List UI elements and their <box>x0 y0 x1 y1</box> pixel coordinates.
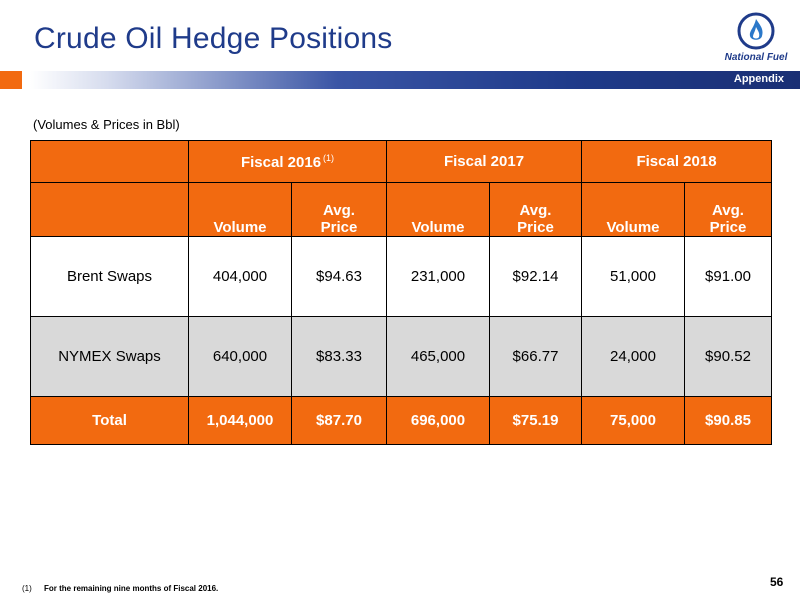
total-row: Total 1,044,000 $87.70 696,000 $75.19 75… <box>30 396 772 445</box>
footnote: (1) For the remaining nine months of Fisc… <box>22 584 218 593</box>
flame-logo-icon <box>737 12 775 50</box>
table-cell: 465,000 <box>386 316 490 397</box>
total-cell: $75.19 <box>489 396 582 445</box>
total-label: Total <box>30 396 189 445</box>
table-row: Brent Swaps 404,000 $94.63 231,000 $92.1… <box>30 236 772 317</box>
section-label: Appendix <box>733 73 784 85</box>
table-cell: 24,000 <box>581 316 685 397</box>
fiscal-2017-header: Fiscal 2017 <box>386 140 582 183</box>
row-label: Brent Swaps <box>30 236 189 317</box>
table-cell: 231,000 <box>386 236 490 317</box>
fiscal-header-row: Fiscal 2016 (1) Fiscal 2017 Fiscal 2018 <box>30 140 772 183</box>
page-title: Crude Oil Hedge Positions <box>34 22 393 55</box>
volume-header: Volume <box>188 182 292 237</box>
orange-accent-bar <box>0 71 22 89</box>
footnote-marker: (1) <box>22 584 32 593</box>
table-cell: $92.14 <box>489 236 582 317</box>
avg-price-header: Avg. Price <box>291 182 387 237</box>
page-number: 56 <box>770 575 784 589</box>
table-row: NYMEX Swaps 640,000 $83.33 465,000 $66.7… <box>30 316 772 397</box>
national-fuel-logo: National Fuel <box>717 12 795 70</box>
logo-wordmark: National Fuel <box>724 52 788 63</box>
footnote-text: For the remaining nine months of Fiscal … <box>44 584 219 593</box>
fiscal-2016-header: Fiscal 2016 (1) <box>188 140 387 183</box>
header-banner <box>30 71 800 89</box>
total-cell: $90.85 <box>684 396 772 445</box>
fiscal-2016-label: Fiscal 2016 <box>240 153 322 171</box>
table-cell: 640,000 <box>188 316 292 397</box>
table-cell: 51,000 <box>581 236 685 317</box>
volume-header: Volume <box>581 182 685 237</box>
column-header-row: Volume Avg. Price Volume Avg. Price Volume… <box>30 182 772 237</box>
total-cell: 75,000 <box>581 396 685 445</box>
table-cell: $94.63 <box>291 236 387 317</box>
header-corner-cell-2 <box>30 182 189 237</box>
header-corner-cell <box>30 140 189 183</box>
table-cell: $91.00 <box>684 236 772 317</box>
table-cell: $66.77 <box>489 316 582 397</box>
total-cell: 696,000 <box>386 396 490 445</box>
table-cell: 404,000 <box>188 236 292 317</box>
avg-price-header: Avg. Price <box>684 182 772 237</box>
total-cell: $87.70 <box>291 396 387 445</box>
hedge-table: Fiscal 2016 (1) Fiscal 2017 Fiscal 2018 V… <box>30 140 772 445</box>
avg-price-header: Avg. Price <box>489 182 582 237</box>
footnote-ref: (1) <box>323 152 335 163</box>
fiscal-2018-header: Fiscal 2018 <box>581 140 772 183</box>
row-label: NYMEX Swaps <box>30 316 189 397</box>
volume-header: Volume <box>386 182 490 237</box>
table-cell: $90.52 <box>684 316 772 397</box>
units-subtitle: (Volumes & Prices in Bbl) <box>33 117 180 132</box>
table-cell: $83.33 <box>291 316 387 397</box>
total-cell: 1,044,000 <box>188 396 292 445</box>
